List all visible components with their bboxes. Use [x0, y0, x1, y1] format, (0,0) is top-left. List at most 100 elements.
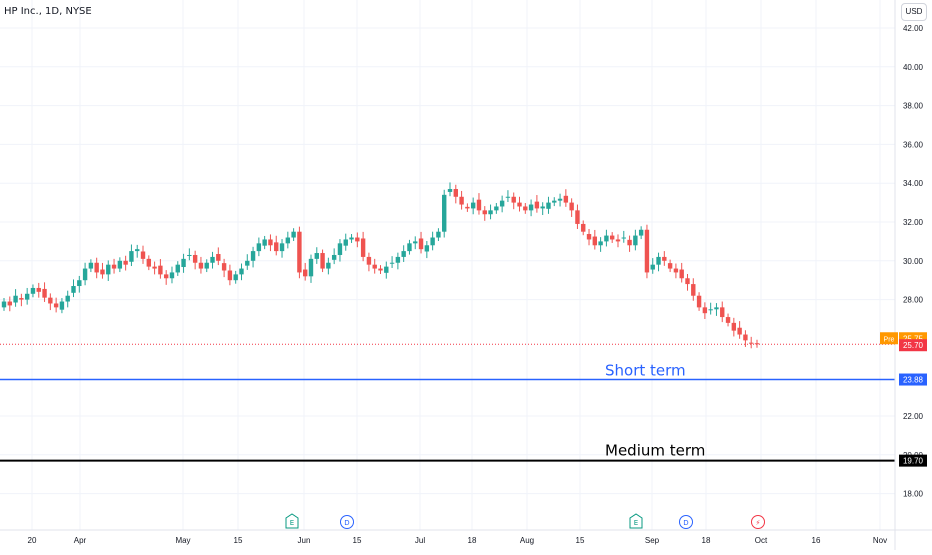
- candle-body: [413, 241, 418, 244]
- candle: [297, 226, 302, 279]
- candle-body: [233, 274, 238, 281]
- candle-body: [198, 262, 204, 269]
- candle: [250, 246, 256, 268]
- candle: [349, 234, 354, 243]
- candle-body: [239, 268, 244, 275]
- candle: [36, 282, 41, 298]
- time-scale[interactable]: 20 Apr May 15 Jun 15 Jul 18 Aug 15 Sep 18 Oct 16 Nov: [0, 529, 932, 545]
- candle: [598, 237, 603, 252]
- candle: [129, 244, 134, 267]
- candle-body: [250, 251, 256, 261]
- candle-body: [453, 189, 458, 197]
- medium-term-badge-bg: [899, 454, 927, 467]
- price-tick-label: 42.00: [903, 24, 924, 33]
- candle: [586, 228, 592, 246]
- price-tick-label: 32.00: [903, 218, 924, 227]
- candle-body: [633, 235, 638, 246]
- candle: [528, 199, 534, 217]
- candle-body: [604, 235, 609, 242]
- candle-body: [123, 260, 128, 265]
- candle-body: [135, 249, 140, 252]
- candle-body: [163, 274, 169, 279]
- candle-body: [326, 262, 331, 269]
- time-tick-label: 15: [234, 536, 243, 545]
- currency-button[interactable]: USD: [901, 3, 927, 21]
- candle-body: [187, 254, 192, 256]
- candle: [499, 195, 505, 213]
- candle-body: [540, 206, 545, 209]
- candle: [378, 265, 383, 274]
- candle-body: [106, 264, 111, 275]
- candle: [181, 253, 186, 273]
- candle-body: [65, 295, 70, 302]
- candle: [111, 258, 117, 274]
- candle-body: [331, 254, 337, 260]
- candle-body: [308, 258, 314, 277]
- dividend-event-icon[interactable]: D: [340, 515, 354, 529]
- price-scale[interactable]: 42.00 40.00 38.00 36.00 34.00 32.00 30.00 28.00…: [894, 0, 924, 550]
- candle: [737, 321, 742, 339]
- candle: [71, 279, 76, 298]
- candle-body: [557, 198, 563, 201]
- candle-body: [245, 260, 250, 266]
- candle-body: [476, 199, 482, 211]
- candle-body: [430, 237, 435, 246]
- candle: [59, 298, 65, 314]
- short-term-label: Short term: [605, 362, 686, 380]
- candle-body: [401, 251, 406, 257]
- pre-price-badge: 25.75: [903, 334, 924, 343]
- candle: [702, 302, 708, 319]
- candle-body: [725, 317, 731, 323]
- candle-body: [303, 269, 308, 277]
- price-tick-label: 28.00: [903, 296, 924, 305]
- candle-body: [221, 263, 227, 271]
- candle-body: [216, 254, 221, 261]
- candle: [430, 231, 435, 251]
- candle-body: [552, 200, 557, 203]
- candle-body: [575, 210, 580, 224]
- candle-body: [650, 264, 655, 270]
- candle-body: [581, 223, 586, 232]
- candle-body: [314, 253, 319, 259]
- earnings-event-icon[interactable]: E: [285, 513, 299, 529]
- dividend-event-icon[interactable]: D: [679, 515, 693, 529]
- candle-body: [88, 262, 94, 269]
- candle: [656, 252, 661, 272]
- candle-body: [389, 262, 395, 264]
- candle: [233, 270, 238, 284]
- earnings-event-icon[interactable]: E: [629, 513, 643, 529]
- candle: [627, 235, 632, 252]
- candle: [581, 220, 586, 236]
- candle-body: [366, 256, 372, 265]
- candle-body: [210, 256, 215, 263]
- candle: [575, 204, 580, 229]
- candle: [465, 203, 470, 212]
- candle-body: [534, 201, 540, 209]
- candle-body: [447, 189, 453, 192]
- candle: [100, 262, 105, 279]
- candle-body: [546, 202, 551, 209]
- pre-tag-bg: [880, 332, 898, 345]
- candle-body: [169, 272, 175, 279]
- split-event-icon[interactable]: ⚡: [751, 515, 765, 529]
- candle: [482, 206, 487, 221]
- candle: [117, 257, 123, 273]
- candle-body: [714, 307, 719, 310]
- candle-body: [638, 229, 644, 236]
- candle: [198, 256, 204, 274]
- candle-body: [175, 264, 180, 273]
- candle-body: [146, 258, 152, 267]
- time-tick-label: Jun: [298, 536, 311, 545]
- candle: [1, 298, 7, 311]
- candle-body: [285, 237, 291, 244]
- candle-body: [395, 256, 401, 263]
- candle: [685, 273, 690, 291]
- candle: [615, 234, 621, 248]
- candle: [88, 259, 94, 273]
- price-tick-label: 30.00: [903, 257, 924, 266]
- candle-body: [42, 288, 47, 298]
- event-shape: [285, 513, 299, 529]
- candle-body: [517, 202, 522, 207]
